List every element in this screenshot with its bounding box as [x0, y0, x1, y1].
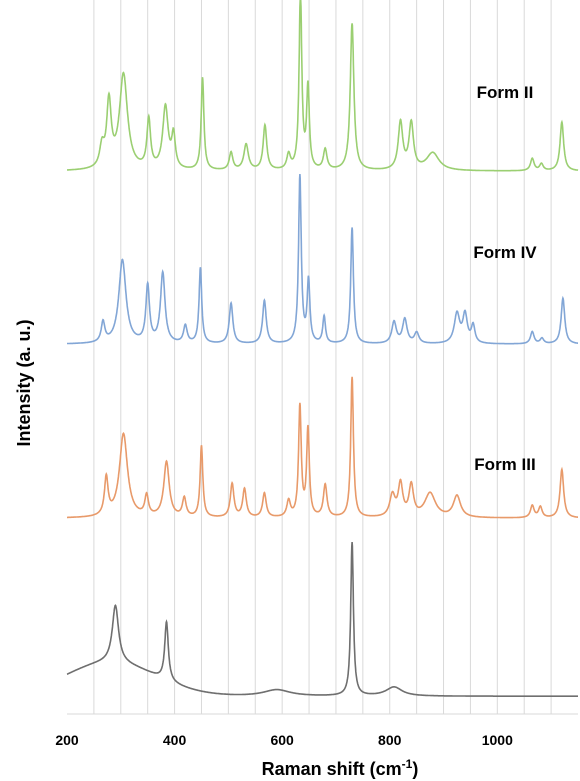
spectrum-line	[67, 0, 579, 172]
x-axis-title-suffix: )	[412, 759, 418, 779]
x-tick-label: 400	[163, 732, 187, 748]
series-label: Form IV	[473, 243, 537, 262]
x-tick-label: 1000	[482, 732, 513, 748]
series-labels: Form II Form IV Form III	[473, 83, 537, 474]
x-tick-label: 600	[270, 732, 294, 748]
x-tick-labels: 200 400 600 800 1000	[55, 732, 513, 748]
x-axis-title-superscript: -1	[402, 757, 413, 771]
series-label: Form II	[477, 83, 534, 102]
spectrum-line	[67, 174, 579, 345]
vertical-gridlines	[93, 0, 552, 714]
spectrum-line	[66, 542, 578, 697]
spectra-series	[66, 0, 579, 697]
spectrum-line	[67, 376, 579, 519]
y-axis-title: Intensity (a. u.)	[14, 319, 34, 446]
x-tick-label: 800	[378, 732, 402, 748]
x-axis-title: Raman shift (cm-1)	[262, 757, 419, 779]
x-tick-label: 200	[55, 732, 79, 748]
series-label: Form III	[474, 455, 535, 474]
